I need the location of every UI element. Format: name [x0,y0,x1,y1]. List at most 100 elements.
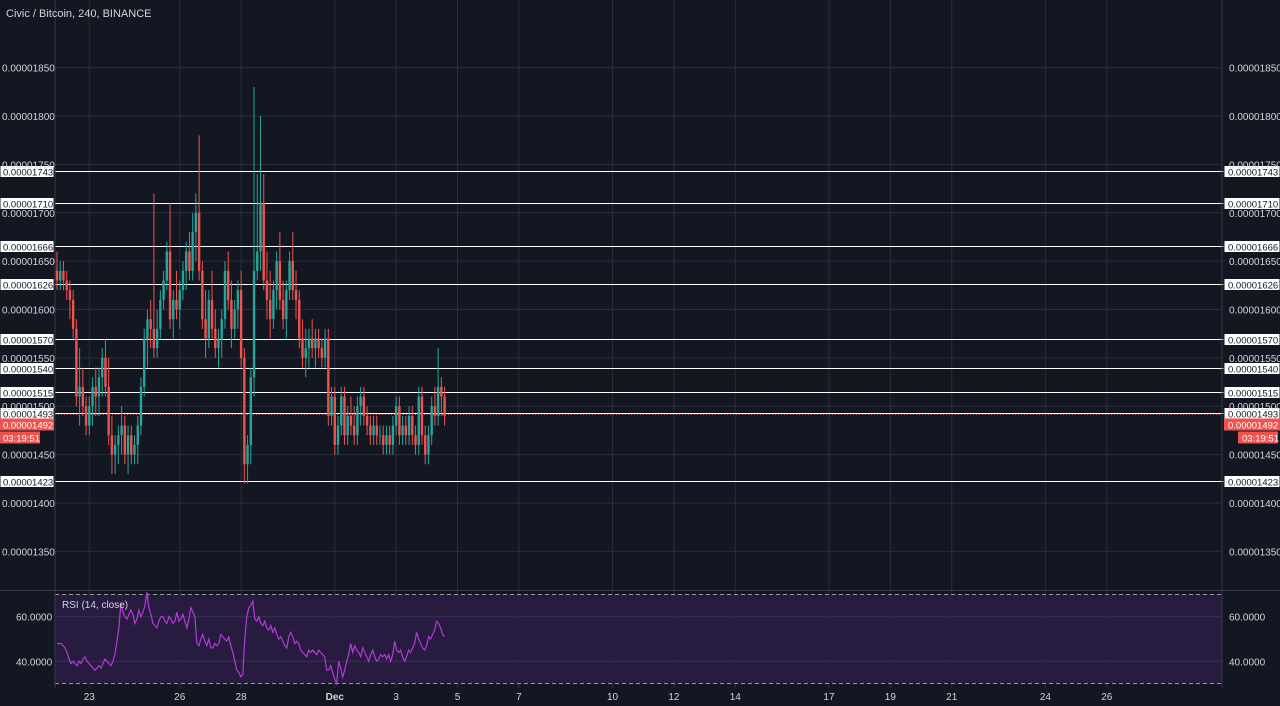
candle [291,232,294,300]
candle [272,280,275,329]
level-label-box-right [1223,386,1280,399]
candle [343,386,346,445]
candle [204,290,207,358]
time-tick-label: 19 [885,692,897,701]
candle-body [123,425,127,455]
candle [91,377,94,426]
countdown-badge-left [0,431,40,444]
candle-body [143,338,146,387]
candle [391,415,395,455]
candle [201,261,204,329]
candle-body [210,299,214,329]
candle-body [204,319,207,339]
candle-body [191,232,194,271]
candle [133,435,136,465]
candle-body [178,290,181,310]
candle-body [207,299,211,339]
candle [146,309,149,368]
level-label-box-left [0,165,55,178]
level-label-right: 0.00001423 [1228,478,1278,489]
candle [333,386,336,455]
candle [414,425,417,455]
price-tick-label-left: 0.00001600 [2,306,55,317]
candle-body [201,270,204,320]
time-tick-label: 17 [823,692,835,701]
time-tick-label: 26 [1101,692,1113,701]
candle-body [382,435,385,445]
candle [168,203,172,329]
candle [372,415,375,445]
candle [178,280,181,329]
candle-body [278,261,282,300]
candle [149,299,152,349]
candle-body [375,425,378,436]
candle [159,290,162,339]
candle-body [259,203,262,252]
candle [278,232,282,310]
candle [230,280,233,349]
level-label-box-right [1223,362,1280,375]
candle [346,406,349,445]
candle-body [249,377,252,445]
candle [78,348,81,426]
time-tick-label: 10 [607,692,619,701]
candle [259,116,262,271]
candle-body [275,261,278,291]
last-price-badge-left [0,418,54,431]
candle [310,319,314,358]
candle-body [385,435,388,445]
candle-body [430,406,433,436]
candle [88,396,91,436]
candle-body [175,299,178,310]
candle [246,435,249,484]
candle-body [256,251,259,271]
candle [314,328,317,368]
price-tick-label-left: 0.00001350 [2,547,55,558]
candle-body [252,270,256,378]
candle [433,386,437,426]
candle [307,328,311,368]
candle-body [433,406,437,416]
candle [362,386,366,426]
candle [301,319,304,368]
candle-body [152,328,156,349]
candle-body [436,386,440,416]
candle-body [133,444,136,455]
level-label-box-left [0,240,55,253]
price-tick-label-left: 0.00001500 [2,402,55,413]
candle [268,270,272,339]
candle-body [197,212,201,271]
level-label-left: 0.00001570 [3,336,53,347]
candle [298,290,301,349]
candle-body [320,348,324,358]
time-tick-label: 12 [668,692,680,701]
level-label-right: 0.00001743 [1228,168,1278,179]
price-tick-label-left: 0.00001550 [2,354,55,365]
candle [175,270,178,320]
level-label-box-right [1223,165,1280,178]
level-label-right: 0.00001515 [1228,389,1278,400]
candle-body [101,357,104,378]
candle-body [369,425,372,436]
time-tick-label: Dec [326,692,345,701]
candle-body [304,348,307,358]
price-tick-label-left: 0.00001850 [2,64,55,75]
candle [243,348,246,484]
rsi-band-fill [55,594,1222,684]
level-label-left: 0.00001493 [3,410,53,421]
chart-title: Civic / Bitcoin, 240, BINANCE [6,8,152,20]
candle [443,386,446,426]
candle-body [336,425,340,445]
candle [349,396,353,436]
candle [68,280,72,320]
level-label-left: 0.00001515 [3,389,53,400]
candle-body [378,435,382,437]
candle-body [301,338,304,358]
candle [162,270,165,310]
candle-body [317,338,320,349]
candle-body [155,328,159,349]
price-tick-label-right: 0.00001550 [1229,354,1280,365]
candle-body [327,338,330,416]
